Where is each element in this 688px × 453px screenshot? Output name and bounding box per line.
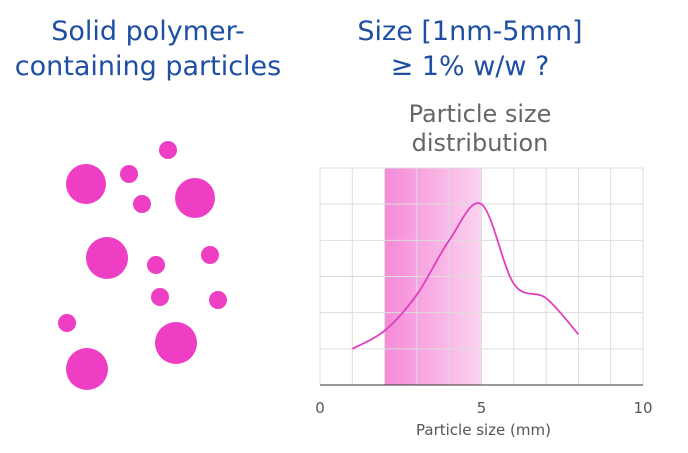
chart-title: Particle size distribution bbox=[330, 100, 630, 158]
particle bbox=[66, 164, 106, 204]
x-tick-label: 0 bbox=[315, 399, 325, 417]
chart-title-line1: Particle size bbox=[408, 100, 552, 128]
particle bbox=[133, 195, 151, 213]
particle bbox=[209, 291, 227, 309]
particle bbox=[86, 237, 128, 279]
particle bbox=[151, 288, 169, 306]
particle bbox=[58, 314, 76, 332]
left-heading-line1: Solid polymer- bbox=[51, 16, 245, 47]
distribution-curve bbox=[351, 202, 580, 350]
particles-illustration bbox=[58, 141, 227, 390]
right-heading: Size [1nm-5mm] ≥ 1% w/w ? bbox=[320, 14, 620, 84]
left-heading-line2: containing particles bbox=[14, 51, 282, 82]
particle bbox=[201, 246, 219, 264]
x-tick-label: 5 bbox=[477, 399, 487, 417]
particle-group bbox=[58, 141, 227, 390]
chart-title-line2: distribution bbox=[411, 129, 549, 157]
particle bbox=[159, 141, 177, 159]
particle bbox=[66, 348, 108, 390]
x-tick-label: 10 bbox=[633, 399, 652, 417]
right-heading-line1: Size [1nm-5mm] bbox=[357, 16, 583, 47]
right-heading-line2: ≥ 1% w/w ? bbox=[390, 51, 550, 82]
chart-grid bbox=[319, 167, 644, 385]
x-axis-title: Particle size (mm) bbox=[416, 421, 551, 439]
x-tick-labels: 0 5 10 bbox=[315, 399, 652, 417]
particle bbox=[147, 256, 165, 274]
particle bbox=[175, 178, 215, 218]
particle bbox=[155, 322, 197, 364]
left-heading: Solid polymer- containing particles bbox=[12, 14, 284, 84]
particle bbox=[120, 165, 138, 183]
